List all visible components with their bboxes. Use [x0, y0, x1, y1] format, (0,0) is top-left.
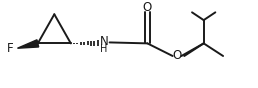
Polygon shape — [18, 40, 39, 48]
Text: H: H — [100, 44, 108, 54]
Text: N: N — [99, 35, 108, 48]
Text: O: O — [143, 1, 152, 14]
Text: F: F — [7, 42, 14, 55]
Text: O: O — [172, 49, 181, 62]
